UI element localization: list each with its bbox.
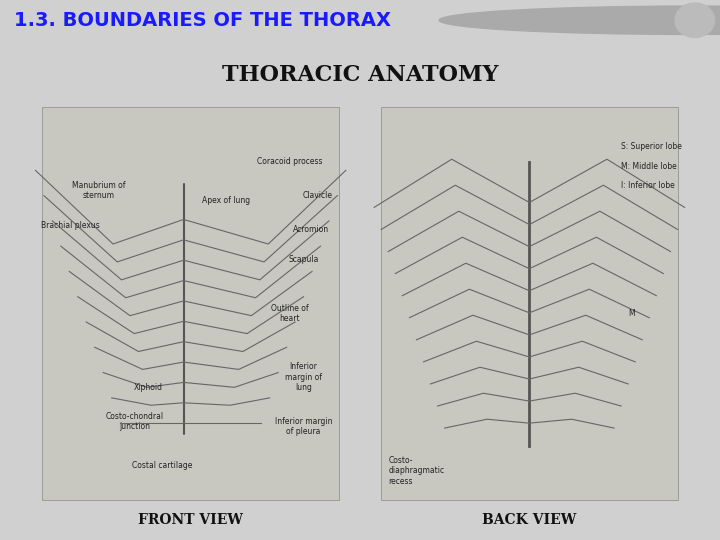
Text: Xiphoid: Xiphoid	[134, 383, 163, 391]
Text: M: M	[628, 309, 635, 318]
Text: Scapula: Scapula	[289, 255, 319, 264]
Text: Costo-
diaphragmatic
recess: Costo- diaphragmatic recess	[388, 456, 444, 485]
Text: I: Inferior lobe: I: Inferior lobe	[621, 181, 675, 190]
Text: Costal cartilage: Costal cartilage	[132, 461, 193, 470]
Text: Clavicle: Clavicle	[302, 191, 333, 200]
FancyBboxPatch shape	[381, 107, 678, 500]
Text: Outline of
heart: Outline of heart	[271, 304, 308, 323]
Text: Manubrium of
sternum: Manubrium of sternum	[72, 181, 126, 200]
Text: BACK VIEW: BACK VIEW	[482, 513, 577, 527]
Text: Brachial plexus: Brachial plexus	[41, 220, 100, 230]
Text: Coracoid process: Coracoid process	[257, 157, 322, 166]
Text: S: Superior lobe: S: Superior lobe	[621, 142, 682, 151]
Ellipse shape	[675, 3, 714, 37]
Text: Inferior margin
of pleura: Inferior margin of pleura	[275, 417, 333, 436]
Circle shape	[439, 6, 720, 35]
Text: FRONT VIEW: FRONT VIEW	[138, 513, 243, 527]
Text: Acromion: Acromion	[292, 225, 328, 234]
FancyBboxPatch shape	[42, 107, 339, 500]
Text: THORACIC ANATOMY: THORACIC ANATOMY	[222, 64, 498, 86]
Text: Apex of lung: Apex of lung	[202, 196, 250, 205]
Text: Costo-chondral
junction: Costo-chondral junction	[105, 412, 163, 431]
Text: 1.3. BOUNDARIES OF THE THORAX: 1.3. BOUNDARIES OF THE THORAX	[14, 11, 392, 30]
Text: M: Middle lobe: M: Middle lobe	[621, 161, 677, 171]
Text: Inferior
margin of
lung: Inferior margin of lung	[285, 362, 322, 392]
